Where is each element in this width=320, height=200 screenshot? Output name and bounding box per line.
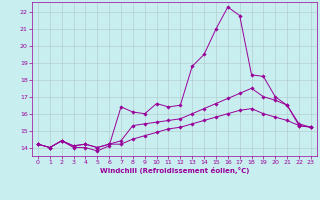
X-axis label: Windchill (Refroidissement éolien,°C): Windchill (Refroidissement éolien,°C) (100, 167, 249, 174)
